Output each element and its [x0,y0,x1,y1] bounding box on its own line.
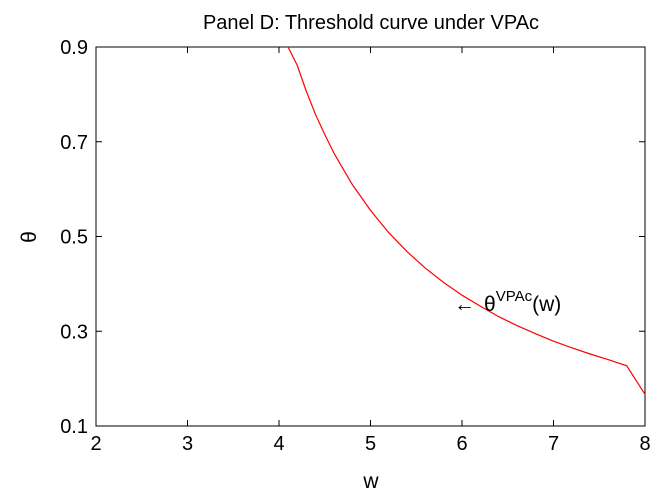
x-tick-label: 6 [456,433,467,455]
axis-ticks [95,46,646,427]
x-tick-labels: 2 3 4 5 6 7 8 [90,433,650,455]
annotation-symbol: θ [484,293,496,316]
y-tick-label: 0.9 [60,37,88,59]
plot-area [95,46,646,427]
annotation-suffix: (w) [532,293,561,316]
x-axis-label: w [362,470,379,493]
y-tick-label: 0.7 [60,132,88,154]
annotation-arrow: ← [454,293,475,316]
x-tick-label: 4 [273,433,284,455]
x-tick-label: 8 [639,433,650,455]
curve-annotation: ← θVPAc(w) [454,288,561,316]
y-tick-labels: 0.1 0.3 0.5 0.7 0.9 [60,37,88,438]
threshold-curve-line [287,46,646,395]
y-tick-label: 0.5 [60,227,88,249]
y-tick-label: 0.3 [60,321,88,343]
x-tick-label: 2 [90,433,101,455]
series-group [287,46,646,395]
chart-title: Panel D: Threshold curve under VPAc [203,12,539,34]
y-tick-label: 0.1 [60,416,88,438]
annotation-superscript: VPAc [496,288,533,305]
y-axis-label: θ [18,231,41,243]
x-tick-label: 3 [182,433,193,455]
x-tick-label: 5 [365,433,376,455]
x-tick-label: 7 [548,433,559,455]
